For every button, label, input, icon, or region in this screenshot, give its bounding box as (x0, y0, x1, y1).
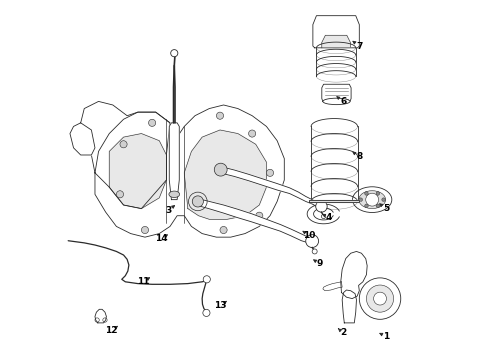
Text: 1: 1 (383, 332, 389, 341)
Polygon shape (342, 290, 356, 323)
Polygon shape (307, 204, 339, 224)
Circle shape (248, 130, 256, 137)
Circle shape (366, 193, 379, 206)
Circle shape (382, 198, 386, 202)
Text: 8: 8 (356, 152, 363, 161)
Circle shape (220, 226, 227, 234)
Polygon shape (70, 123, 95, 155)
Circle shape (316, 201, 327, 212)
Circle shape (365, 192, 368, 195)
Polygon shape (309, 200, 359, 202)
Circle shape (376, 192, 380, 195)
Circle shape (256, 212, 263, 219)
Text: 7: 7 (356, 41, 363, 50)
Circle shape (120, 141, 127, 148)
Polygon shape (323, 282, 342, 291)
Text: 6: 6 (340, 97, 346, 106)
Circle shape (203, 309, 210, 316)
Circle shape (171, 50, 178, 57)
Circle shape (373, 292, 387, 305)
Circle shape (321, 214, 326, 219)
Text: 13: 13 (214, 301, 226, 310)
Polygon shape (95, 309, 106, 323)
Polygon shape (109, 134, 167, 208)
Polygon shape (184, 130, 267, 219)
Text: 5: 5 (383, 204, 389, 213)
Circle shape (267, 169, 273, 176)
Text: 10: 10 (303, 231, 316, 240)
Polygon shape (220, 166, 320, 208)
Text: 9: 9 (317, 260, 323, 269)
Text: 3: 3 (165, 206, 172, 215)
Ellipse shape (169, 191, 180, 198)
Circle shape (203, 276, 210, 283)
Circle shape (117, 191, 123, 198)
Polygon shape (169, 123, 179, 200)
Circle shape (365, 204, 368, 208)
Circle shape (148, 119, 156, 126)
Circle shape (367, 285, 393, 312)
Polygon shape (313, 16, 359, 48)
Text: 11: 11 (137, 277, 149, 286)
Text: 2: 2 (340, 328, 346, 337)
Circle shape (192, 196, 203, 207)
Circle shape (142, 226, 148, 234)
Polygon shape (195, 198, 311, 244)
Circle shape (306, 235, 318, 248)
Circle shape (217, 112, 223, 119)
Text: 4: 4 (326, 213, 332, 222)
Text: 14: 14 (155, 234, 168, 243)
Ellipse shape (359, 191, 386, 208)
Circle shape (359, 278, 401, 319)
Polygon shape (81, 102, 170, 208)
Ellipse shape (323, 98, 350, 105)
Circle shape (312, 249, 317, 254)
Polygon shape (322, 84, 351, 102)
Text: 12: 12 (105, 326, 117, 335)
Polygon shape (322, 35, 350, 48)
Polygon shape (341, 251, 367, 298)
Ellipse shape (352, 187, 392, 212)
Circle shape (214, 163, 227, 176)
Circle shape (359, 198, 363, 202)
Polygon shape (95, 105, 284, 237)
Circle shape (376, 204, 380, 208)
